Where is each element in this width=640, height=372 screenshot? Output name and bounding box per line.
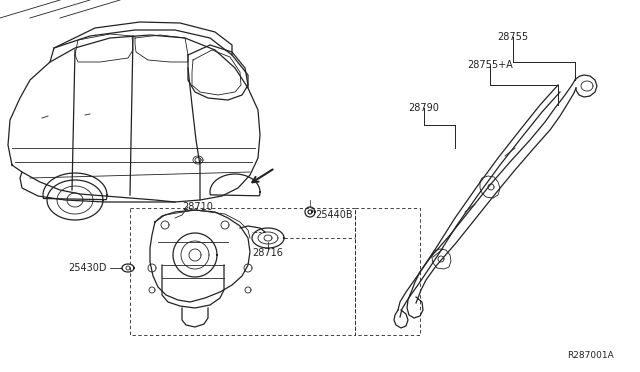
Text: 28755: 28755 — [497, 32, 529, 42]
Text: 28716: 28716 — [253, 248, 284, 258]
Text: 25440B: 25440B — [315, 210, 353, 220]
Text: 25430D: 25430D — [68, 263, 107, 273]
Text: 28710: 28710 — [182, 202, 213, 212]
Text: R287001A: R287001A — [566, 350, 613, 359]
Text: 28790: 28790 — [408, 103, 440, 113]
Text: 28755+A: 28755+A — [467, 60, 513, 70]
